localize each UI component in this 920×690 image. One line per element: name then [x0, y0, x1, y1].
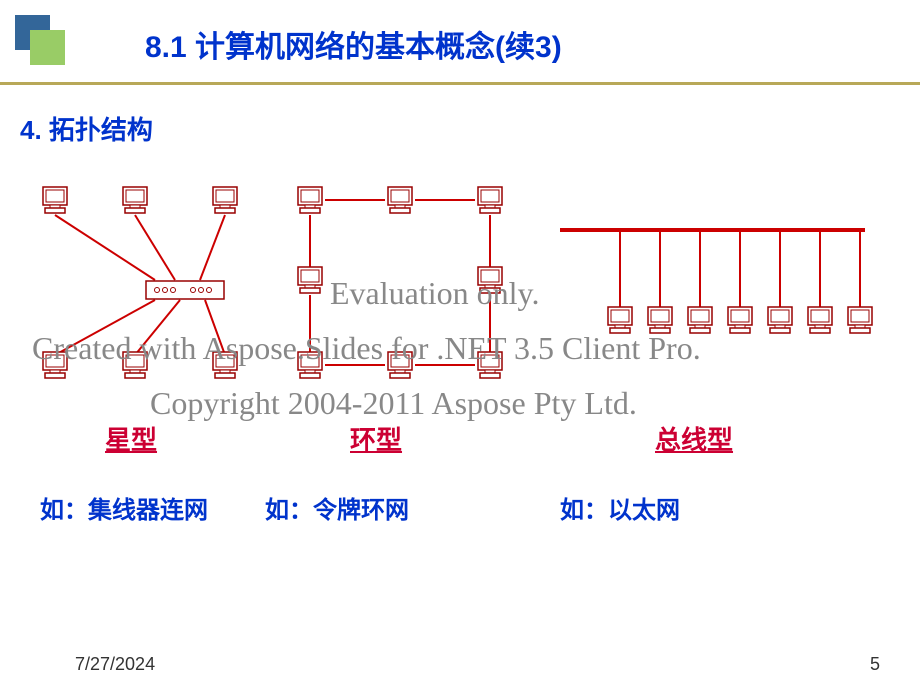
computer-icon [845, 305, 875, 335]
topology-example-label: 如：集线器连网 [40, 490, 208, 525]
footer-page-number: 5 [870, 654, 880, 675]
logo-front-square [30, 30, 65, 65]
computer-icon [475, 185, 505, 215]
computer-icon [210, 185, 240, 215]
title-underline [0, 82, 920, 85]
hub-icon [145, 280, 225, 300]
computer-icon [295, 265, 325, 295]
section-heading: 4. 拓扑结构 [20, 110, 153, 147]
computer-icon [120, 185, 150, 215]
topology-example-label: 如：令牌环网 [265, 490, 409, 525]
slide-logo [15, 15, 75, 75]
topology-name-label: 总线型 [655, 420, 733, 457]
topology-example-label: 如：以太网 [560, 490, 680, 525]
watermark-text: Evaluation only. [330, 275, 539, 312]
topology-name-label: 环型 [350, 420, 402, 457]
computer-icon [805, 305, 835, 335]
computer-icon [40, 185, 70, 215]
computer-icon [385, 185, 415, 215]
computer-icon [295, 185, 325, 215]
topology-name-label: 星型 [105, 420, 157, 457]
computer-icon [765, 305, 795, 335]
slide-title: 8.1 计算机网络的基本概念(续3) [145, 22, 562, 66]
footer-date: 7/27/2024 [75, 654, 155, 675]
watermark-text: Created with Aspose.Slides for .NET 3.5 … [32, 330, 701, 367]
watermark-text: Copyright 2004-2011 Aspose Pty Ltd. [150, 385, 637, 422]
computer-icon [725, 305, 755, 335]
